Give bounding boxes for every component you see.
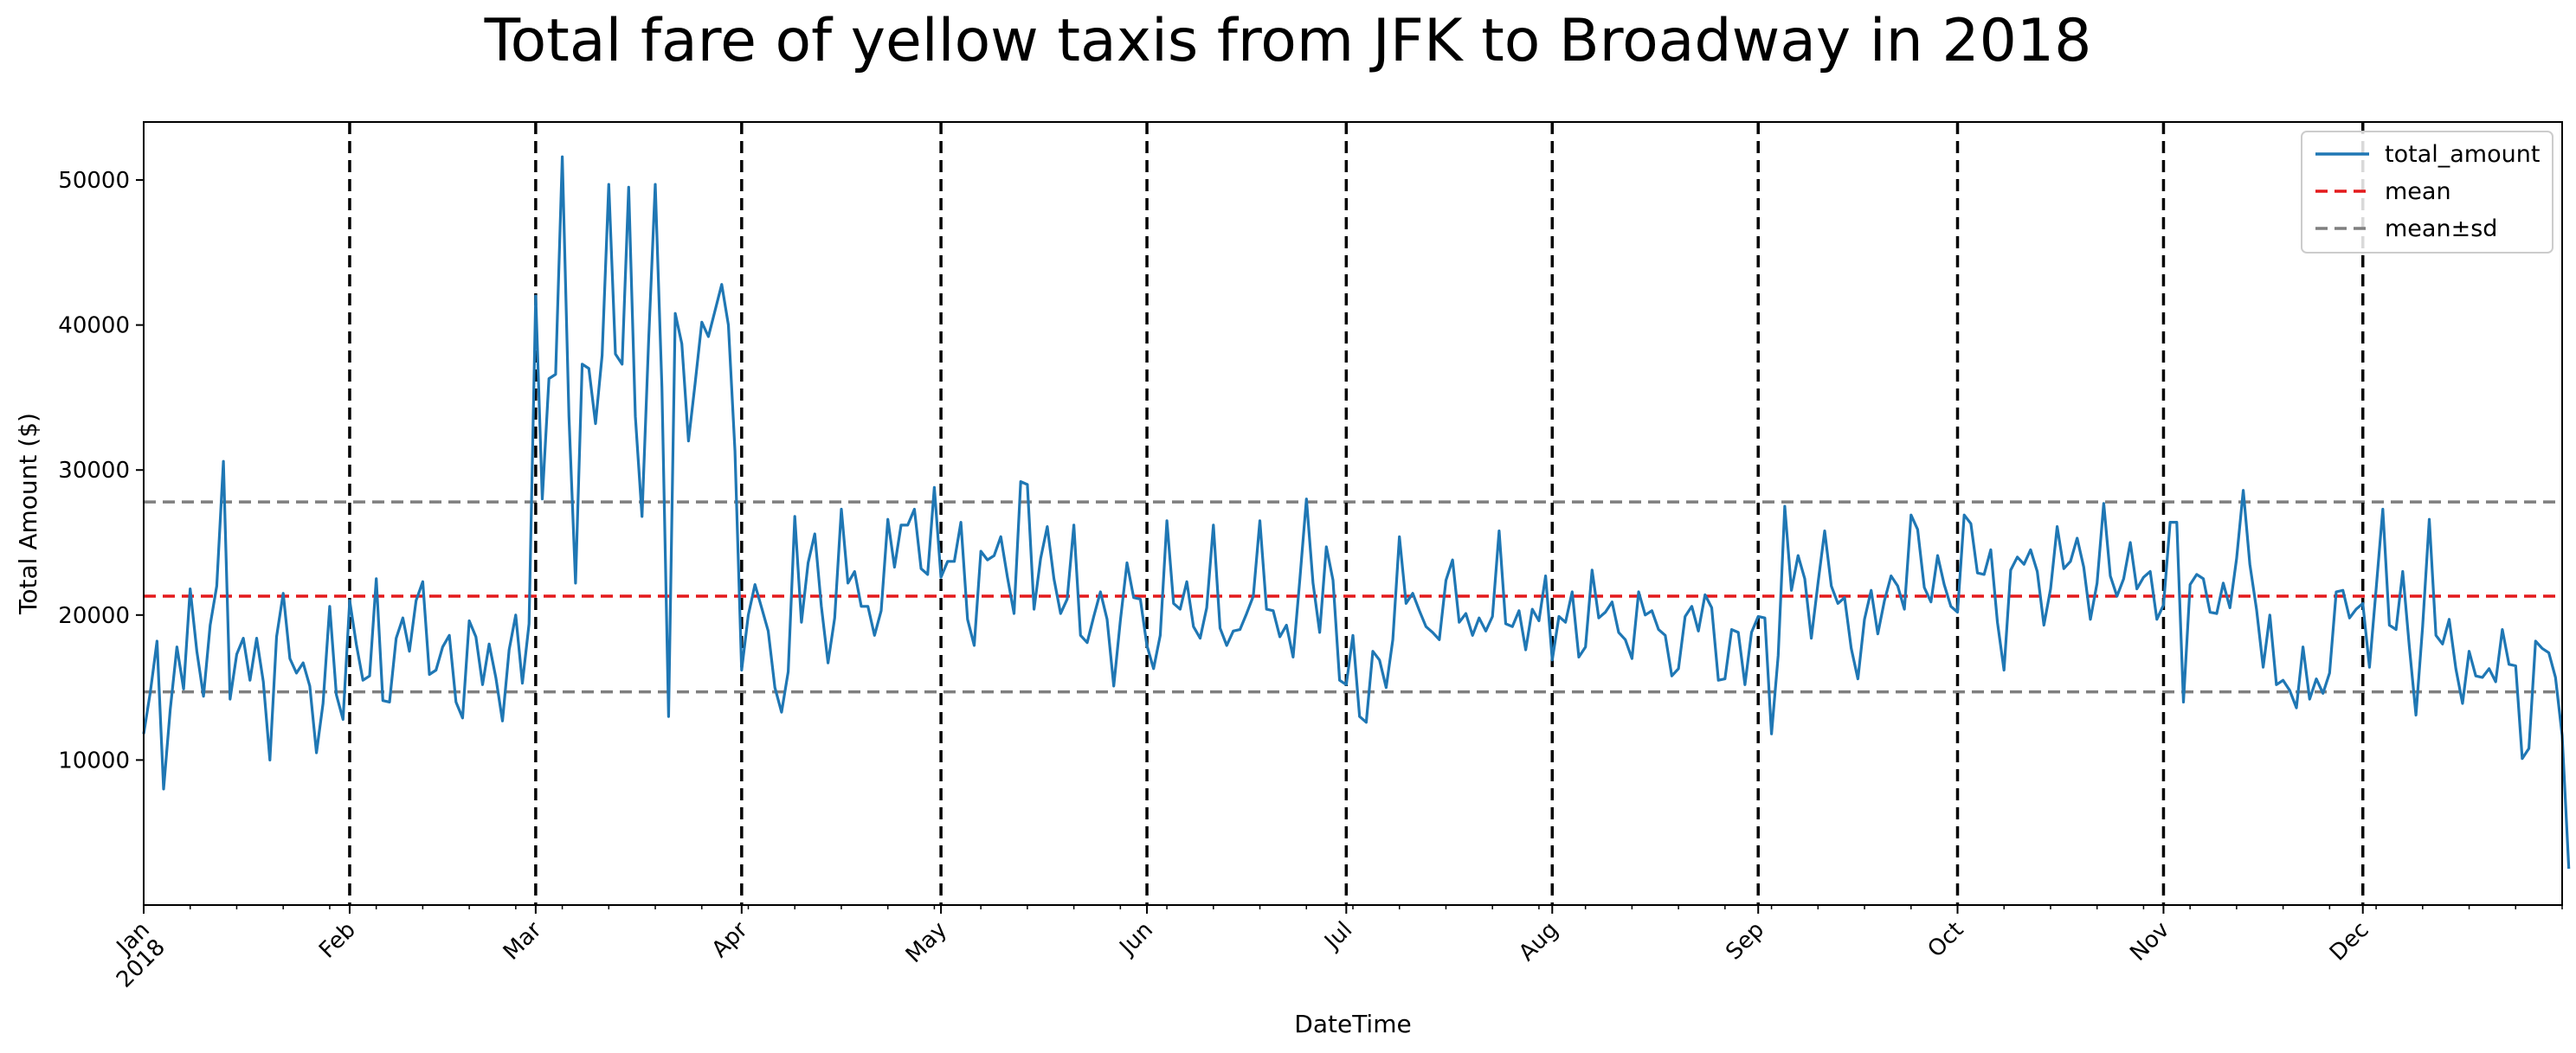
- x-tick-label-dec: Dec: [2325, 917, 2374, 966]
- x-tick-label-may: May: [901, 917, 952, 968]
- y-tick-label: 30000: [58, 458, 130, 484]
- month-vlines: [348, 122, 2365, 905]
- mean-sd-lines: [144, 500, 2562, 694]
- x-tick-label-apr: Apr: [707, 917, 753, 963]
- x-tick-label-jun: Jun: [1114, 917, 1158, 961]
- y-tick-label: 50000: [58, 168, 130, 194]
- x-tick-label-jul: Jul: [1318, 917, 1357, 956]
- legend-label-mean-sd: mean±sd: [2385, 215, 2497, 242]
- y-axis: 10000 20000 30000 40000 50000: [58, 168, 144, 774]
- x-tick-label-oct: Oct: [1922, 917, 1968, 963]
- y-tick-label: 40000: [58, 313, 130, 339]
- series-line-total-amount: [142, 155, 2571, 870]
- x-tick-label-aug: Aug: [1514, 917, 1563, 966]
- legend-box: [2301, 131, 2553, 254]
- legend-label-total-amount: total_amount: [2385, 141, 2540, 168]
- plot-frame: [143, 121, 2563, 906]
- x-tick-label-nov: Nov: [2125, 917, 2174, 966]
- legend-label-mean: mean: [2385, 178, 2451, 205]
- x-tick-label-feb: Feb: [314, 917, 361, 964]
- x-axis-label: DateTime: [1294, 1010, 1411, 1038]
- x-tick-label-sep: Sep: [1721, 917, 1769, 966]
- chart-title: Total fare of yellow taxis from JFK to B…: [484, 7, 2092, 75]
- x-tick-label-mar: Mar: [499, 917, 547, 966]
- y-axis-label: Total Amount ($): [14, 413, 42, 615]
- legend: total_amount mean mean±sd: [2301, 131, 2553, 254]
- y-tick-label: 10000: [58, 748, 130, 774]
- y-tick-label: 20000: [58, 603, 130, 629]
